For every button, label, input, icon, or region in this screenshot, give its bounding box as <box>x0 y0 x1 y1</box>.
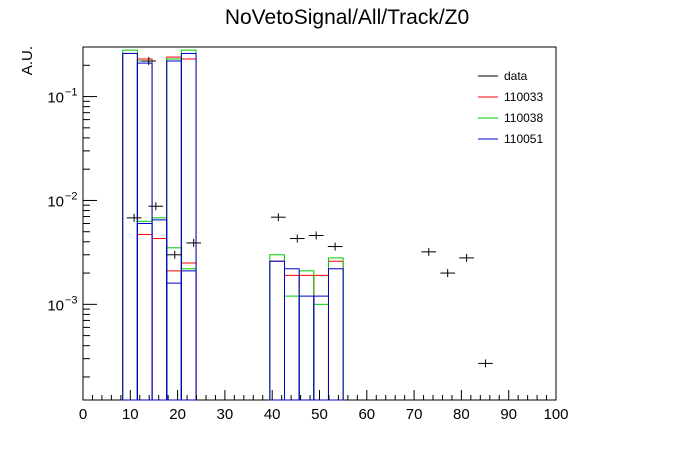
y-tick-exponent: −3 <box>65 294 78 306</box>
series-110038 <box>122 49 344 401</box>
hist-bin <box>313 295 329 401</box>
hist-bin <box>136 58 153 401</box>
data-point <box>459 253 474 262</box>
hist-bin <box>180 49 197 401</box>
x-tick-label: 100 <box>543 406 568 423</box>
x-tick-label: 40 <box>264 406 281 423</box>
hist-bin <box>180 270 197 401</box>
data-point <box>167 250 183 259</box>
data-point <box>148 202 164 211</box>
hist-bin <box>166 270 182 401</box>
y-axis-label: A.U. <box>19 46 36 75</box>
x-tick-label: 60 <box>358 406 375 423</box>
y-tick-label: 10 <box>47 193 64 210</box>
legend-item-data: data <box>478 69 528 83</box>
legend-label: data <box>504 69 528 83</box>
legend-item-110051: 110051 <box>478 132 543 146</box>
x-tick-label: 30 <box>217 406 234 423</box>
legend-label: 110038 <box>504 111 543 125</box>
histogram-series <box>122 49 344 401</box>
data-point <box>440 269 456 278</box>
legend-item-110033: 110033 <box>478 90 543 104</box>
hist-bin <box>151 238 168 401</box>
chart-title: NoVetoSignal/All/Track/Z0 <box>225 6 469 29</box>
legend-item-110038: 110038 <box>478 111 543 125</box>
data-point <box>271 213 286 222</box>
data-points <box>126 56 493 368</box>
y-tick-exponent: −1 <box>65 87 78 99</box>
hist-bin <box>166 58 182 401</box>
hist-bin <box>298 270 315 401</box>
hist-bin <box>269 260 285 401</box>
x-tick-label: 20 <box>169 406 186 423</box>
hist-bin <box>136 60 153 401</box>
series-110051 <box>122 52 344 401</box>
hist-bin <box>283 295 300 401</box>
data-point <box>141 56 157 65</box>
hist-bin <box>136 62 153 401</box>
hist-bin <box>327 268 344 401</box>
hist-bin <box>166 60 182 401</box>
hist-bin <box>180 262 197 401</box>
hist-bin <box>327 260 344 401</box>
hist-bin <box>283 268 300 401</box>
hist-bin <box>166 282 182 401</box>
hist-bin <box>180 52 197 401</box>
data-point <box>421 247 437 256</box>
hist-bin <box>122 49 138 401</box>
plot-frame <box>82 46 557 401</box>
legend: data 110033 110038 110051 <box>478 69 543 146</box>
hist-bin <box>298 295 315 401</box>
data-point <box>186 238 202 247</box>
hist-bin <box>269 260 285 401</box>
hist-bin <box>283 274 300 401</box>
hist-bin <box>136 234 153 401</box>
data-point <box>308 231 324 240</box>
hist-bin <box>151 217 168 401</box>
hist-bin <box>313 303 329 401</box>
hist-bin <box>136 220 153 401</box>
x-tick-label: 10 <box>122 406 139 423</box>
hist-bin <box>151 219 168 401</box>
data-point <box>289 234 305 243</box>
x-tick-label: 80 <box>453 406 470 423</box>
hist-bin <box>269 254 285 401</box>
series-data <box>126 56 493 368</box>
hist-bin <box>313 274 329 401</box>
series-110033 <box>122 52 344 401</box>
legend-label: 110051 <box>504 132 543 146</box>
hist-bin <box>122 52 138 401</box>
hist-bin <box>136 223 153 401</box>
y-tick-label: 10 <box>47 90 64 107</box>
data-point <box>327 242 343 251</box>
data-point <box>126 213 142 222</box>
legend-label: 110033 <box>504 90 543 104</box>
hist-bin <box>166 56 182 401</box>
hist-bin <box>327 257 344 401</box>
hist-bin <box>298 274 315 401</box>
y-tick-exponent: −2 <box>65 190 78 202</box>
data-point <box>478 359 493 368</box>
hist-bin <box>122 52 138 401</box>
x-tick-label: 70 <box>406 406 423 423</box>
x-tick-label: 50 <box>311 406 328 423</box>
x-tick-label: 90 <box>500 406 517 423</box>
y-tick-label: 10 <box>47 297 64 314</box>
hist-bin <box>180 58 197 401</box>
x-tick-label: 0 <box>79 406 87 423</box>
plot-area-border <box>82 46 557 401</box>
hist-bin <box>180 268 197 401</box>
